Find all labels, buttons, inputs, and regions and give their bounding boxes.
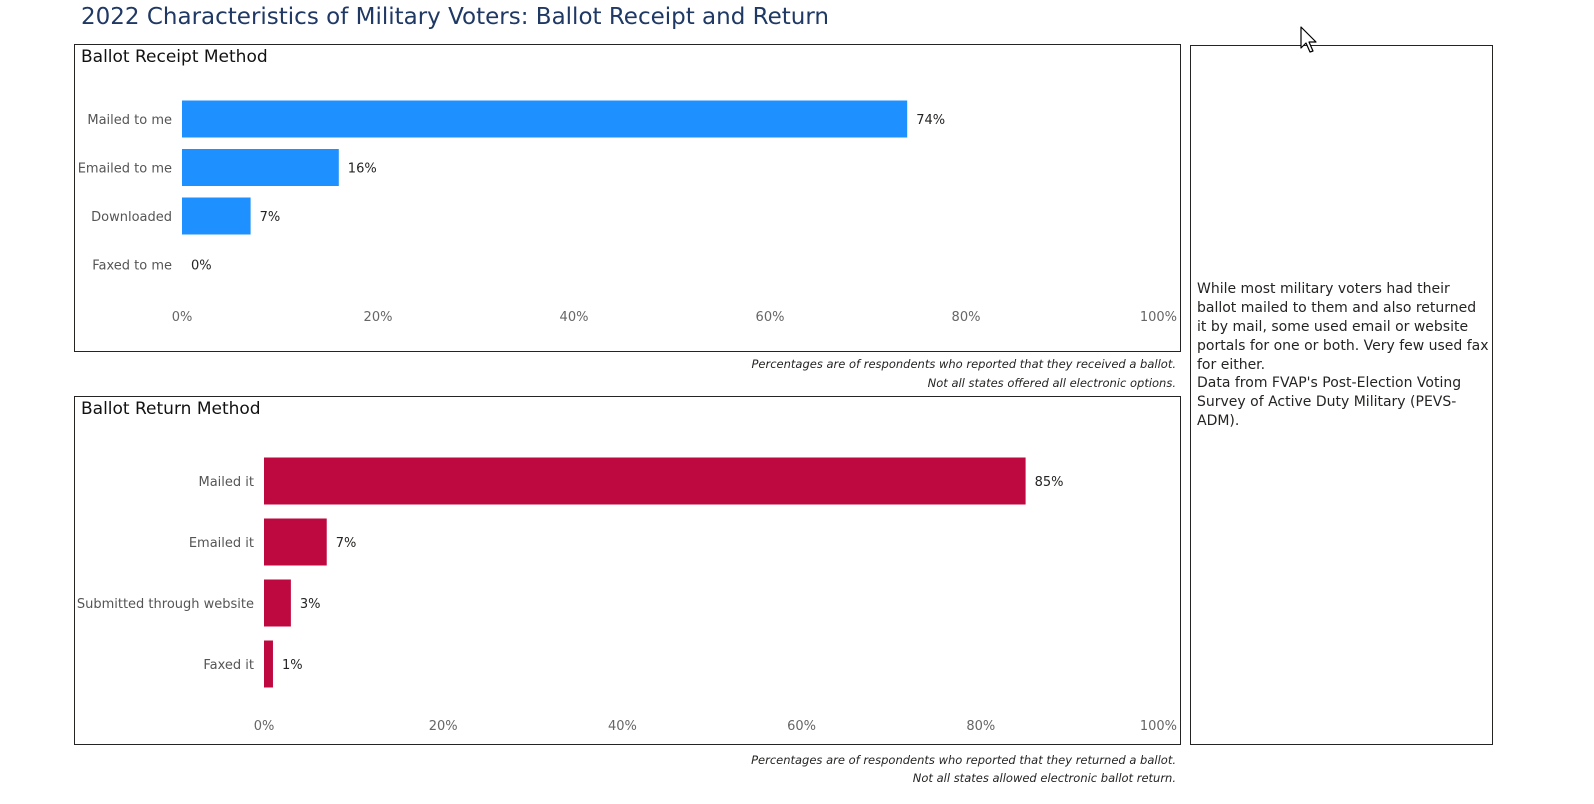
x-tick-label: 20% — [429, 719, 458, 734]
x-tick-label: 60% — [787, 719, 816, 734]
data-label: 3% — [300, 597, 321, 612]
x-tick-label: 60% — [756, 310, 785, 325]
data-label: 1% — [282, 658, 303, 673]
category-label: Emailed to me — [78, 162, 172, 177]
bar[interactable] — [264, 579, 291, 627]
bar[interactable] — [182, 197, 251, 235]
bar[interactable] — [264, 640, 273, 688]
ballot-return-chart[interactable]: Ballot Return Method Mailed it 85% Emailed… — [74, 396, 1181, 745]
x-tick-label: 100% — [1140, 310, 1177, 325]
x-tick-label: 40% — [608, 719, 637, 734]
data-label: 0% — [191, 259, 212, 274]
category-label: Faxed to me — [92, 259, 172, 274]
category-label: Downloaded — [91, 210, 172, 225]
category-label: Faxed it — [203, 658, 254, 673]
return-note-2: Not all states allowed electronic ballot… — [912, 771, 1176, 785]
data-label: 7% — [260, 210, 281, 225]
bar[interactable] — [182, 149, 339, 186]
ballot-receipt-chart[interactable]: Ballot Receipt Method Mailed to me 74% Ema… — [74, 44, 1181, 352]
category-label: Emailed it — [189, 536, 254, 551]
ballot-return-plot: Mailed it 85% Emailed it 7% Submitted throug… — [77, 457, 1177, 734]
bar[interactable] — [264, 518, 327, 566]
ballot-receipt-plot: Mailed to me 74% Emailed to me 16% Downloade… — [78, 100, 1177, 325]
return-note-1: Percentages are of respondents who repor… — [751, 753, 1176, 767]
category-label: Submitted through website — [77, 597, 254, 612]
data-label: 7% — [336, 536, 357, 551]
category-label: Mailed it — [199, 475, 255, 490]
summary-panel: While most military voters had their bal… — [1190, 45, 1493, 745]
x-tick-label: 20% — [364, 310, 393, 325]
receipt-note-1: Percentages are of respondents who repor… — [751, 357, 1177, 371]
x-tick-label: 80% — [966, 719, 995, 734]
x-tick-label: 0% — [172, 310, 193, 325]
data-label: 74% — [916, 113, 945, 128]
chart-title: Ballot Return Method — [81, 399, 261, 419]
page-title: 2022 Characteristics of Military Voters:… — [81, 4, 829, 30]
summary-paragraph: While most military voters had their bal… — [1197, 281, 1489, 373]
x-tick-label: 0% — [254, 719, 275, 734]
data-label: 16% — [348, 162, 377, 177]
x-tick-label: 100% — [1140, 719, 1177, 734]
bar[interactable] — [264, 457, 1026, 505]
x-tick-label: 80% — [952, 310, 981, 325]
source-paragraph: Data from FVAP's Post-Election Voting Su… — [1197, 375, 1462, 429]
chart-title: Ballot Receipt Method — [81, 47, 268, 67]
receipt-note-2: Not all states offered all electronic op… — [927, 376, 1176, 390]
bar[interactable] — [182, 100, 908, 138]
data-label: 85% — [1035, 475, 1064, 490]
x-tick-label: 40% — [560, 310, 589, 325]
category-label: Mailed to me — [87, 113, 172, 128]
mouse-cursor-icon — [1300, 26, 1317, 53]
